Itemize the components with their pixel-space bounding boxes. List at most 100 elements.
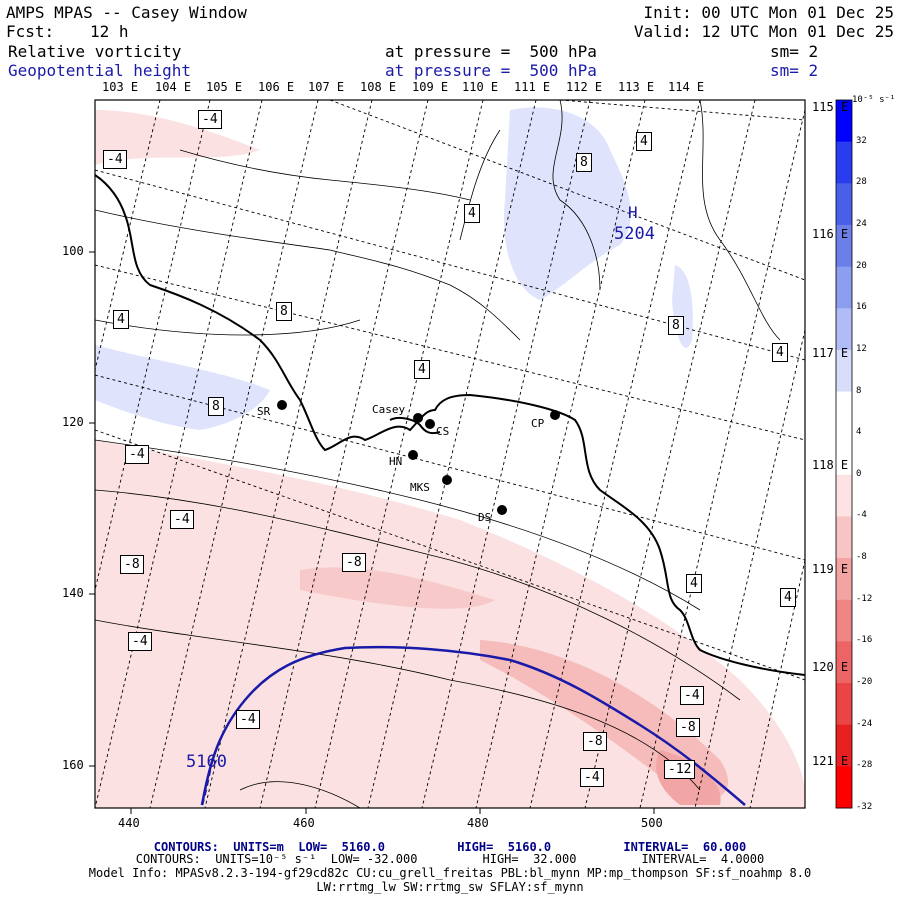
- lon-label-right: 117 E: [812, 346, 849, 360]
- colorbar-segment: [836, 349, 852, 393]
- vorticity-label: 4: [414, 360, 430, 379]
- field1-name: Relative vorticity: [8, 42, 182, 61]
- lon-label-top: 103 E: [102, 80, 139, 94]
- colorbar-segment: [836, 724, 852, 767]
- y-tick-label: 120: [62, 415, 84, 429]
- colorbar-segment: [836, 391, 852, 434]
- x-tick-label: 480: [467, 816, 489, 830]
- vorticity-label: -4: [103, 150, 127, 169]
- lon-label-right: 119 E: [812, 562, 849, 576]
- lon-label-top: 109 E: [412, 80, 449, 94]
- forecast-value: 12 h: [90, 22, 129, 41]
- colorbar-unit: 10⁻⁵ s⁻¹: [852, 95, 896, 105]
- colorbar-segment: [836, 474, 852, 517]
- colorbar: [835, 99, 853, 809]
- colorbar-tick-label: -4: [856, 510, 867, 521]
- station-label: MKS: [410, 481, 430, 494]
- lon-label-top: 111 E: [514, 80, 551, 94]
- vorticity-label: 4: [113, 310, 129, 329]
- vorticity-label: 8: [276, 302, 292, 321]
- vorticity-label: 4: [636, 132, 652, 151]
- lon-label-top: 108 E: [360, 80, 397, 94]
- field1-level: at pressure = 500 hPa: [385, 42, 597, 61]
- x-tick-label: 460: [293, 816, 315, 830]
- vorticity-label: -4: [125, 445, 149, 464]
- vorticity-label: 8: [668, 316, 684, 335]
- footer-height-contours: CONTOURS: UNITS=m LOW= 5160.0 HIGH= 5160…: [153, 840, 747, 854]
- vorticity-label: -8: [120, 555, 144, 574]
- vorticity-label: -4: [680, 686, 704, 705]
- lon-label-top: 106 E: [258, 80, 295, 94]
- meridian-lines: [95, 100, 805, 808]
- lon-label-right: 121 E: [812, 754, 849, 768]
- colorbar-tick-label: -24: [856, 718, 873, 729]
- x-axis-ticks: [130, 808, 655, 814]
- coastline: [95, 174, 805, 676]
- station-label: DS: [478, 511, 492, 524]
- colorbar-segment: [836, 224, 852, 268]
- colorbar-tick-label: -28: [856, 760, 873, 771]
- colorbar-tick-label: -16: [856, 635, 873, 646]
- lon-label-right: 115 E: [812, 100, 849, 114]
- field2-level: at pressure = 500 hPa: [385, 61, 597, 80]
- colorbar-tick-label: -32: [856, 802, 873, 812]
- lon-label-top: 113 E: [618, 80, 655, 94]
- lon-label-top: 104 E: [155, 80, 192, 94]
- colorbar-tick-label: 32: [856, 135, 867, 146]
- station-label: Casey: [372, 403, 406, 416]
- vorticity-label: -8: [583, 732, 607, 751]
- colorbar-tick-label: -8: [856, 552, 867, 563]
- pos-vort-region-1: [95, 345, 270, 430]
- y-tick-label: 140: [62, 586, 84, 600]
- colorbar-tick-label: 4: [856, 427, 862, 438]
- vorticity-label: 4: [772, 343, 788, 362]
- colorbar-tick-label: 12: [856, 343, 867, 354]
- colorbar-segment: [836, 558, 852, 601]
- colorbar-tick-label: 16: [856, 302, 867, 313]
- colorbar-tick-label: -12: [856, 593, 873, 604]
- station-markers: [277, 400, 560, 515]
- vorticity-label: -4: [170, 510, 194, 529]
- colorbar-segment: [836, 100, 852, 143]
- vorticity-label: 4: [780, 588, 796, 607]
- vorticity-label: -4: [580, 768, 604, 787]
- colorbar-tick-label: 20: [856, 260, 867, 271]
- lon-label-top: 105 E: [206, 80, 243, 94]
- height-contour-5160-dash: [200, 769, 212, 806]
- colorbar-tick-label: 28: [856, 177, 867, 188]
- colorbar-segment: [836, 516, 852, 559]
- station-label: CP: [531, 417, 545, 430]
- vorticity-label: 4: [686, 574, 702, 593]
- vorticity-label: 8: [208, 397, 224, 416]
- colorbar-segment: [836, 183, 852, 226]
- colorbar-tick-label: 0: [856, 468, 862, 479]
- station-label: SR: [257, 405, 271, 418]
- colorbar-segment: [836, 683, 852, 726]
- footer-model-info-2: LW:rrtmg_lw SW:rrtmg_sw SFLAY:sf_mynn: [316, 880, 584, 894]
- plot-frame: [94, 99, 806, 809]
- pos-vort-region-2: [504, 107, 631, 300]
- colorbar-tick-label: -20: [856, 677, 873, 688]
- coast-inlet: [389, 416, 441, 435]
- neg-vort-region-5: [95, 110, 260, 165]
- colorbar-tick-label: 24: [856, 218, 867, 229]
- field2-name: Geopotential height: [8, 61, 192, 80]
- height-label: 5204: [614, 224, 655, 244]
- vorticity-label: -4: [128, 632, 152, 651]
- neg-vort-region-2: [300, 567, 495, 609]
- colorbar-segment: [836, 599, 852, 642]
- y-tick-label: 100: [62, 244, 84, 258]
- pos-vort-region-3: [672, 265, 693, 348]
- y-axis-ticks: [89, 251, 95, 767]
- vorticity-label: 4: [464, 204, 480, 223]
- station-label: HN: [389, 455, 403, 468]
- colorbar-segment: [836, 433, 852, 476]
- lon-label-right: 120 E: [812, 660, 849, 674]
- x-tick-label: 500: [641, 816, 663, 830]
- vorticity-label: 8: [576, 153, 592, 172]
- colorbar-frame: [835, 99, 853, 809]
- vorticity-label: -4: [236, 710, 260, 729]
- height-label: 5160: [186, 752, 227, 772]
- vorticity-label: -4: [198, 110, 222, 129]
- forecast-label: Fcst:: [6, 22, 55, 41]
